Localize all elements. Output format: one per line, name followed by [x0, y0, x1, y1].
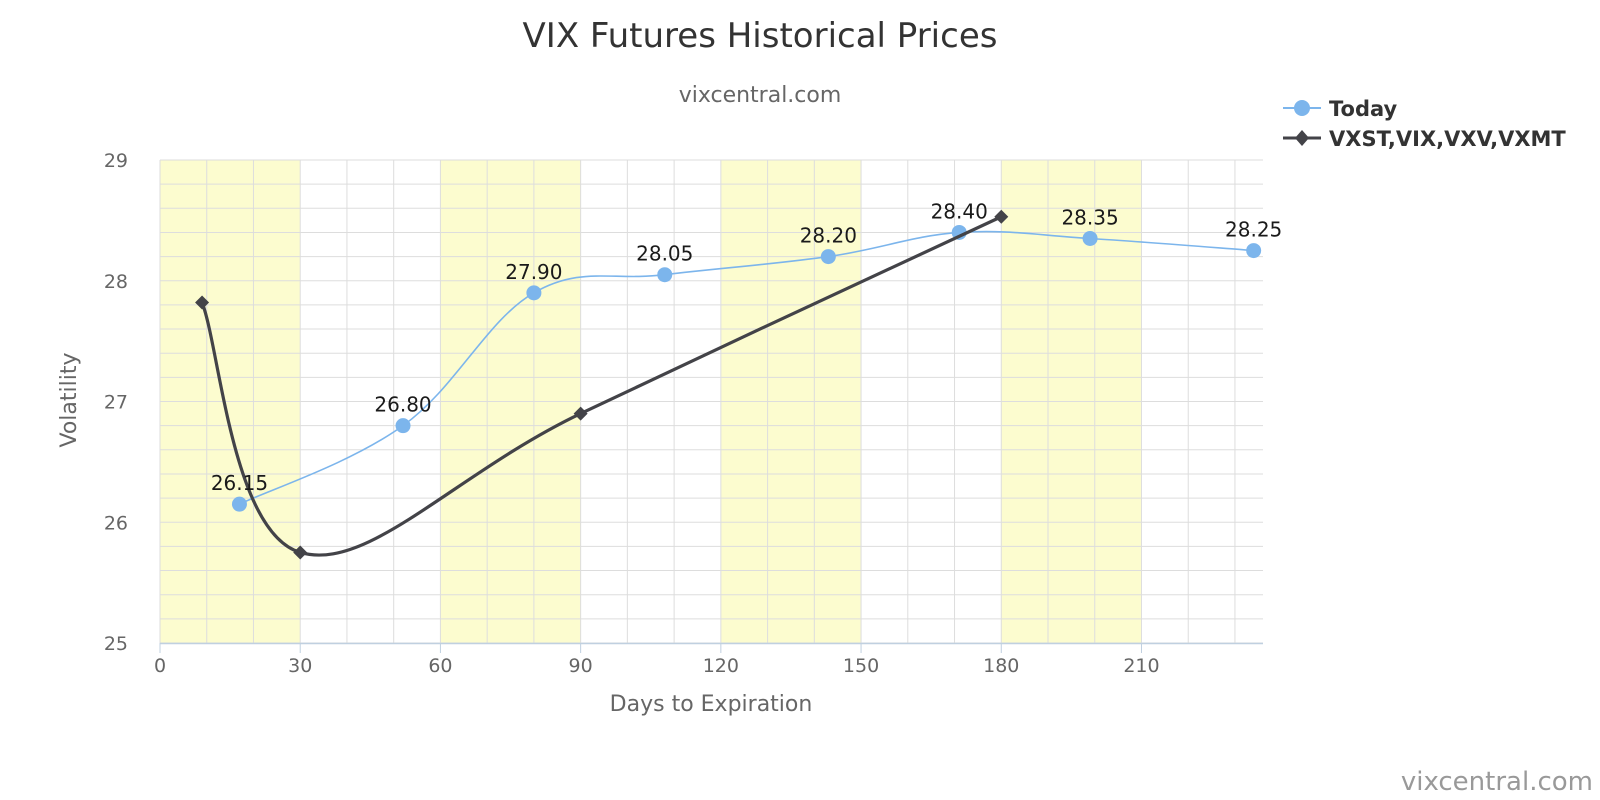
x-axis-title: Days to Expiration	[610, 692, 813, 717]
data-point-today	[526, 285, 542, 301]
data-label-today: 28.35	[1061, 205, 1118, 229]
x-tick-label: 0	[154, 655, 166, 677]
y-tick-label: 29	[104, 150, 128, 172]
data-point-today	[1082, 230, 1098, 246]
data-point-today	[395, 418, 411, 434]
legend-marker-term-structure	[1295, 130, 1309, 146]
data-label-today: 28.05	[636, 242, 693, 266]
data-point-today	[657, 267, 673, 283]
x-tick-label: 180	[983, 655, 1019, 677]
data-point-today	[820, 249, 836, 265]
x-tick-label: 150	[843, 655, 879, 677]
y-tick-label: 27	[104, 392, 128, 414]
data-point-term-structure	[195, 295, 210, 310]
legend: Today VXST,VIX,VXV,VXMT	[1283, 97, 1566, 151]
data-labels: 26.15 26.80 27.90 28.05 28.20 28.40 28.35 28.25	[211, 199, 1282, 495]
x-tick-label: 120	[703, 655, 739, 677]
legend-label-today: Today	[1329, 97, 1398, 121]
data-point-today	[1246, 243, 1262, 259]
data-label-today: 28.20	[800, 224, 857, 248]
x-tick-label: 30	[288, 655, 312, 677]
chart-subtitle: vixcentral.com	[679, 83, 842, 108]
x-tick-label: 90	[569, 655, 593, 677]
x-tick-label: 60	[428, 655, 452, 677]
legend-item-term-structure[interactable]: VXST,VIX,VXV,VXMT	[1283, 127, 1566, 151]
data-label-today: 28.40	[931, 199, 988, 223]
data-point-today	[231, 496, 247, 512]
y-axis-title: Volatility	[57, 352, 82, 447]
tick-labels: 0 30 60 90 120 150 180 210 25 26 27 28 29	[104, 150, 1160, 677]
x-tick-label: 210	[1123, 655, 1159, 677]
y-tick-label: 28	[104, 271, 128, 293]
grid	[159, 159, 1263, 644]
series	[195, 209, 1262, 560]
data-label-today: 26.80	[374, 393, 431, 417]
data-point-term-structure	[994, 209, 1009, 224]
data-point-term-structure	[573, 406, 588, 421]
credit-text[interactable]: vixcentral.com	[1401, 767, 1593, 797]
legend-item-today[interactable]: Today	[1283, 97, 1398, 121]
series-line-term-structure	[200, 215, 1003, 557]
legend-label-term-structure: VXST,VIX,VXV,VXMT	[1329, 127, 1566, 151]
legend-marker-today	[1294, 100, 1310, 116]
data-point-term-structure	[293, 545, 308, 560]
data-label-today: 27.90	[505, 260, 562, 284]
chart-title: VIX Futures Historical Prices	[523, 16, 998, 56]
data-label-today: 26.15	[211, 471, 268, 495]
y-tick-label: 25	[104, 633, 128, 655]
data-label-today: 28.25	[1225, 218, 1282, 242]
axes	[159, 642, 1263, 653]
y-tick-label: 26	[104, 512, 128, 534]
